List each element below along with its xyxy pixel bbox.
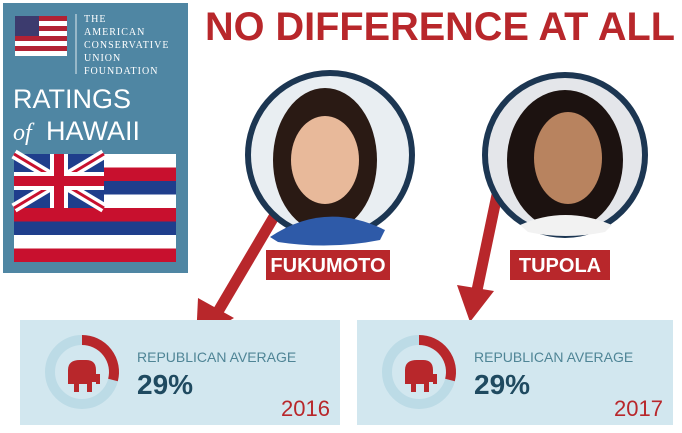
state-text: HAWAII	[46, 116, 140, 146]
card-year: 2017	[614, 396, 663, 421]
infographic: THE AMERICAN CONSERVATIVE UNION FOUNDATI…	[0, 0, 682, 433]
logo-line: UNION	[84, 53, 121, 64]
logo-line: FOUNDATION	[84, 66, 158, 77]
portrait	[485, 75, 645, 236]
card-label: REPUBLICAN AVERAGE	[137, 349, 296, 365]
logo-line: THE	[84, 14, 106, 25]
us-flag-icon	[15, 16, 67, 56]
card-year: 2016	[281, 396, 330, 421]
card-value: 29%	[137, 369, 193, 400]
hawaii-flag	[14, 154, 176, 262]
card-value: 29%	[474, 369, 530, 400]
title: NO DIFFERENCE AT ALL	[205, 5, 675, 49]
card-label: REPUBLICAN AVERAGE	[474, 349, 633, 365]
person-name: FUKUMOTO	[270, 255, 385, 277]
person-name: TUPOLA	[519, 255, 601, 277]
logo-line: CONSERVATIVE	[84, 40, 169, 51]
logo-line: AMERICAN	[84, 27, 145, 38]
page: THE AMERICAN CONSERVATIVE UNION FOUNDATI…	[0, 0, 682, 433]
ratings-text: RATINGS	[13, 84, 131, 114]
